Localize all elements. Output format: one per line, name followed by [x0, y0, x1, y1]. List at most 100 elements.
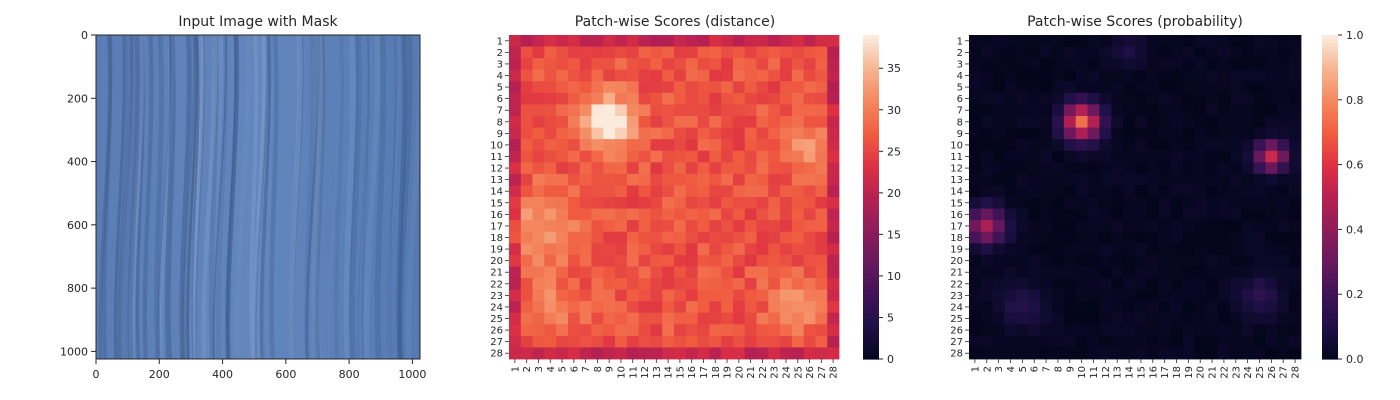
heatmap-cell: [780, 127, 793, 140]
heatmap-cell: [1206, 127, 1219, 140]
heatmap-cell: [721, 150, 734, 163]
heatmap-cell: [1099, 301, 1112, 314]
heatmap-cell: [1289, 312, 1302, 325]
colorbar-band: [863, 79, 879, 85]
heatmap-cell: [520, 197, 533, 209]
heatmap-cell: [1135, 278, 1148, 290]
heatmap-cell: [638, 35, 651, 47]
heatmap-cell: [1052, 35, 1065, 47]
heatmap-cell: [1182, 278, 1195, 290]
heatmap-cell: [509, 69, 522, 82]
grain-streak: [288, 35, 302, 359]
colorbar-band: [1322, 253, 1338, 259]
colorbar-band: [863, 261, 879, 267]
heatmap-cell: [721, 185, 734, 198]
heatmap-cell: [1182, 46, 1195, 59]
heatmap-cell: [721, 35, 734, 47]
heatmap-cell: [1265, 208, 1278, 221]
grain-streak: [254, 35, 267, 359]
heatmap-cell: [815, 35, 828, 47]
heatmap-cell: [1123, 92, 1136, 105]
heatmap-cell: [992, 92, 1005, 105]
grain-streak: [262, 35, 271, 359]
colorbar-band: [863, 103, 879, 109]
colorbar-band: [863, 51, 879, 56]
heatmap-cell: [721, 231, 734, 244]
heatmap-cell: [1289, 289, 1302, 302]
colorbar-band: [863, 286, 879, 291]
heatmap-cell: [732, 92, 746, 105]
heatmap-cell: [756, 335, 769, 348]
heatmap-cell: [520, 139, 533, 152]
heatmap-cell: [732, 278, 746, 290]
heatmap-cell: [1016, 104, 1029, 117]
heatmap-cell: [1040, 208, 1053, 221]
heatmap-cell: [980, 278, 994, 290]
heatmap-cell: [1123, 301, 1136, 314]
heatmap-cell: [1170, 116, 1183, 128]
heatmap-cell: [1123, 127, 1136, 140]
row-label: 7: [957, 106, 963, 117]
heatmap-cell: [1182, 104, 1195, 117]
heatmap-cell: [615, 185, 628, 198]
heatmap-cell: [1111, 312, 1124, 325]
heatmap-cell: [544, 92, 557, 105]
heatmap-cell: [697, 266, 710, 279]
heatmap-cell: [768, 150, 781, 163]
heatmap-cell: [615, 116, 628, 128]
heatmap-cell: [685, 81, 698, 94]
colorbar-tick-label: 25: [887, 145, 901, 158]
row-label: 23: [490, 291, 503, 302]
heatmap-cell: [520, 243, 533, 256]
heatmap-cell: [1218, 278, 1231, 290]
heatmap-cell: [1289, 173, 1302, 186]
colorbar-band: [863, 241, 879, 247]
heatmap-cell: [780, 208, 793, 221]
heatmap-cell: [969, 278, 982, 290]
heatmap-cell: [1170, 69, 1183, 82]
heatmap-cell: [662, 335, 675, 348]
heatmap-cell: [567, 139, 581, 152]
grain-streak: [269, 35, 279, 359]
heatmap-cell: [768, 139, 781, 152]
row-label: 19: [490, 245, 503, 256]
colorbar-band: [863, 144, 879, 149]
colorbar-band: [1322, 71, 1338, 77]
heatmap-cell: [1111, 46, 1124, 59]
col-label: 25: [793, 366, 804, 379]
row-label: 20: [950, 256, 963, 267]
heatmap-cell: [1028, 162, 1041, 175]
heatmap-cell: [532, 104, 545, 117]
heatmap-cell: [992, 139, 1005, 152]
heatmap-cell: [674, 92, 687, 105]
heatmap-cell: [815, 324, 828, 337]
heatmap-cell: [650, 301, 663, 314]
heatmap-cell: [1135, 139, 1148, 152]
row-label: 10: [950, 140, 963, 151]
heatmap-cell: [1182, 35, 1195, 47]
heatmap-cell: [638, 289, 651, 302]
heatmap-cell: [567, 35, 581, 47]
heatmap-cell: [992, 289, 1005, 302]
heatmap-cell: [591, 139, 604, 152]
heatmap-cell: [1277, 266, 1290, 279]
heatmap-cell: [1289, 162, 1302, 175]
heatmap-cell: [1087, 208, 1100, 221]
heatmap-cell: [615, 150, 628, 163]
heatmap-cell: [1028, 208, 1041, 221]
heatmap-cell: [969, 335, 982, 348]
heatmap-cell: [662, 324, 675, 337]
heatmap-cell: [1158, 104, 1171, 117]
heatmap-cell: [685, 289, 698, 302]
heatmap-cell: [697, 185, 710, 198]
heatmap-cell: [509, 278, 522, 290]
colorbar-band: [1322, 144, 1338, 149]
row-label: 21: [950, 268, 963, 279]
heatmap-cell: [1004, 116, 1017, 128]
heatmap-cell: [509, 162, 522, 175]
heatmap-cell: [1123, 104, 1136, 117]
heatmap-cell: [532, 347, 545, 360]
heatmap-cell: [1040, 278, 1053, 290]
col-label: 6: [569, 366, 580, 372]
heatmap-cell: [732, 185, 746, 198]
